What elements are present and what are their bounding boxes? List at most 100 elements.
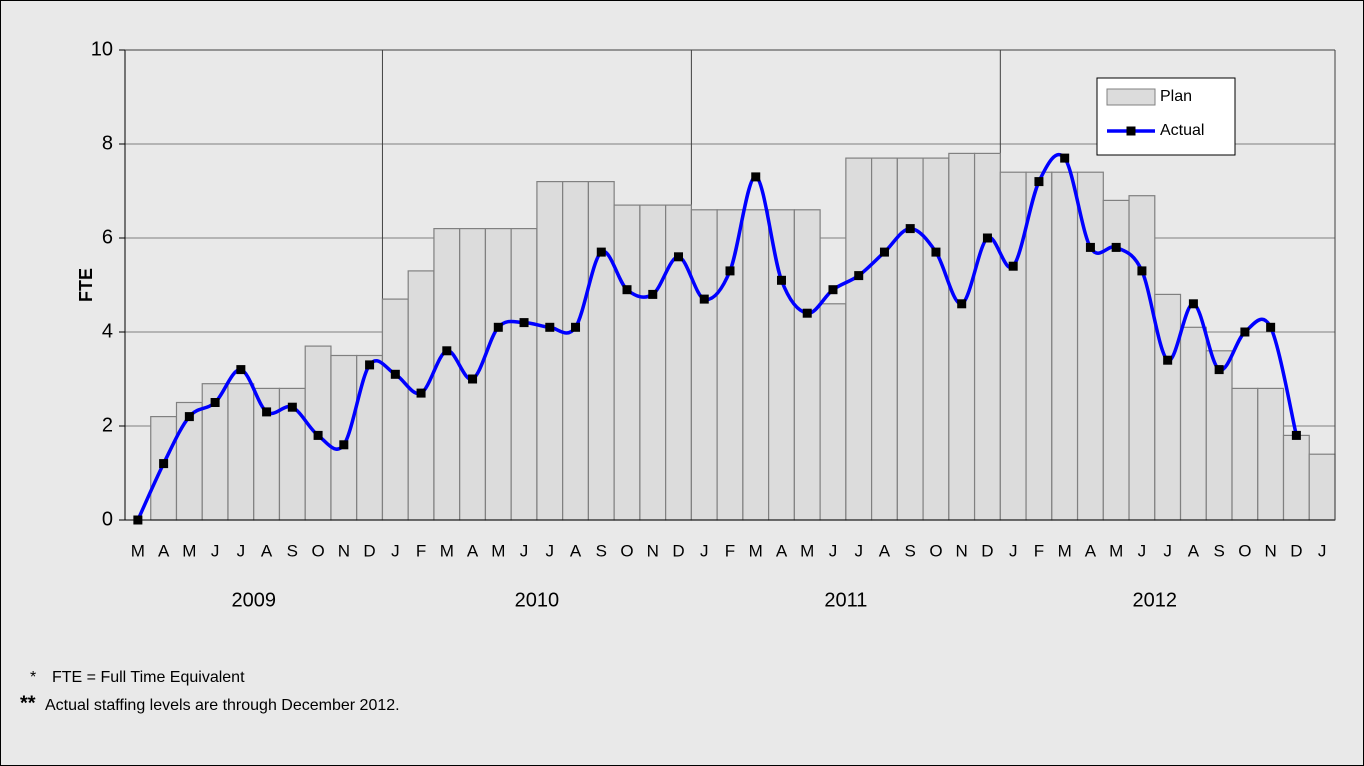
marker bbox=[519, 318, 529, 328]
marker bbox=[879, 247, 889, 257]
bar bbox=[716, 209, 744, 521]
bar bbox=[330, 354, 358, 521]
bar bbox=[999, 171, 1027, 521]
bar bbox=[639, 204, 667, 521]
legend-marker bbox=[1126, 126, 1136, 136]
x-tick-label: O bbox=[311, 541, 324, 560]
bar bbox=[1154, 293, 1182, 521]
marker bbox=[1266, 322, 1276, 332]
x-tick-label: D bbox=[672, 541, 684, 560]
x-tick-label: M bbox=[182, 541, 196, 560]
x-tick-label: F bbox=[1034, 541, 1044, 560]
bar bbox=[1282, 434, 1310, 521]
bar bbox=[793, 209, 821, 521]
bar bbox=[870, 157, 898, 521]
bar bbox=[1102, 199, 1130, 521]
y-tick-label: 10 bbox=[91, 38, 113, 60]
marker bbox=[468, 374, 478, 384]
footnote-marker: * bbox=[30, 669, 36, 686]
marker bbox=[1163, 355, 1173, 365]
marker bbox=[184, 412, 194, 422]
marker bbox=[674, 252, 684, 262]
marker bbox=[854, 271, 864, 281]
bar bbox=[587, 181, 615, 521]
bar bbox=[227, 383, 255, 521]
marker bbox=[1214, 365, 1224, 375]
marker bbox=[931, 247, 941, 257]
x-tick-label: J bbox=[854, 541, 863, 560]
x-tick-label: M bbox=[800, 541, 814, 560]
marker bbox=[1085, 242, 1095, 252]
marker bbox=[648, 289, 658, 299]
marker bbox=[751, 172, 761, 182]
x-tick-label: N bbox=[338, 541, 350, 560]
bar bbox=[1025, 171, 1053, 521]
bar bbox=[1179, 326, 1207, 521]
legend-swatch bbox=[1106, 88, 1156, 106]
marker bbox=[1291, 430, 1301, 440]
year-label: 2011 bbox=[824, 589, 867, 611]
marker bbox=[957, 299, 967, 309]
marker bbox=[596, 247, 606, 257]
marker bbox=[493, 322, 503, 332]
marker bbox=[287, 402, 297, 412]
bar bbox=[356, 354, 384, 521]
marker bbox=[390, 369, 400, 379]
marker bbox=[210, 398, 220, 407]
bar bbox=[484, 228, 512, 521]
bar bbox=[1257, 387, 1285, 521]
x-tick-label: J bbox=[1009, 541, 1018, 560]
x-tick-label: N bbox=[647, 541, 659, 560]
x-tick-label: A bbox=[467, 541, 479, 560]
x-tick-label: D bbox=[363, 541, 375, 560]
legend-label: Plan bbox=[1160, 88, 1192, 105]
marker bbox=[1188, 299, 1198, 309]
x-tick-label: O bbox=[929, 541, 942, 560]
x-tick-label: D bbox=[981, 541, 993, 560]
marker bbox=[159, 459, 169, 469]
bar bbox=[819, 303, 847, 521]
legend-label: Actual bbox=[1160, 122, 1204, 139]
bar bbox=[768, 209, 795, 521]
bar bbox=[433, 228, 461, 521]
x-tick-label: M bbox=[1109, 541, 1123, 560]
bar bbox=[1128, 195, 1156, 521]
marker bbox=[699, 294, 709, 304]
x-tick-label: A bbox=[776, 541, 788, 560]
marker bbox=[442, 346, 452, 356]
bar bbox=[613, 204, 641, 521]
marker bbox=[828, 285, 838, 295]
marker bbox=[1060, 153, 1070, 163]
bar bbox=[948, 152, 976, 521]
marker bbox=[262, 407, 272, 417]
footnote-marker: ** bbox=[20, 692, 36, 714]
x-tick-label: F bbox=[416, 541, 426, 560]
footnote: Actual staffing levels are through Decem… bbox=[45, 697, 400, 714]
x-tick-label: J bbox=[1318, 541, 1327, 560]
x-tick-label: J bbox=[1138, 541, 1147, 560]
marker bbox=[339, 440, 349, 450]
x-tick-label: F bbox=[725, 541, 735, 560]
x-tick-label: S bbox=[1213, 541, 1224, 560]
x-tick-label: D bbox=[1290, 541, 1302, 560]
bar bbox=[381, 298, 409, 521]
x-tick-label: N bbox=[1264, 541, 1276, 560]
x-tick-label: M bbox=[440, 541, 454, 560]
y-tick-label: 0 bbox=[102, 508, 113, 530]
x-tick-label: M bbox=[749, 541, 763, 560]
x-tick-label: J bbox=[1163, 541, 1172, 560]
marker bbox=[776, 275, 786, 285]
x-tick-label: J bbox=[520, 541, 529, 560]
marker bbox=[545, 322, 555, 332]
bar bbox=[742, 209, 770, 521]
bar bbox=[150, 416, 178, 521]
y-tick-label: 6 bbox=[102, 226, 113, 248]
marker bbox=[802, 308, 812, 318]
marker bbox=[236, 365, 246, 375]
x-tick-label: J bbox=[211, 541, 220, 560]
x-tick-label: N bbox=[956, 541, 968, 560]
x-tick-label: A bbox=[1085, 541, 1097, 560]
x-tick-label: M bbox=[1058, 541, 1072, 560]
x-tick-label: S bbox=[287, 541, 298, 560]
footnote: FTE = Full Time Equivalent bbox=[52, 669, 245, 686]
